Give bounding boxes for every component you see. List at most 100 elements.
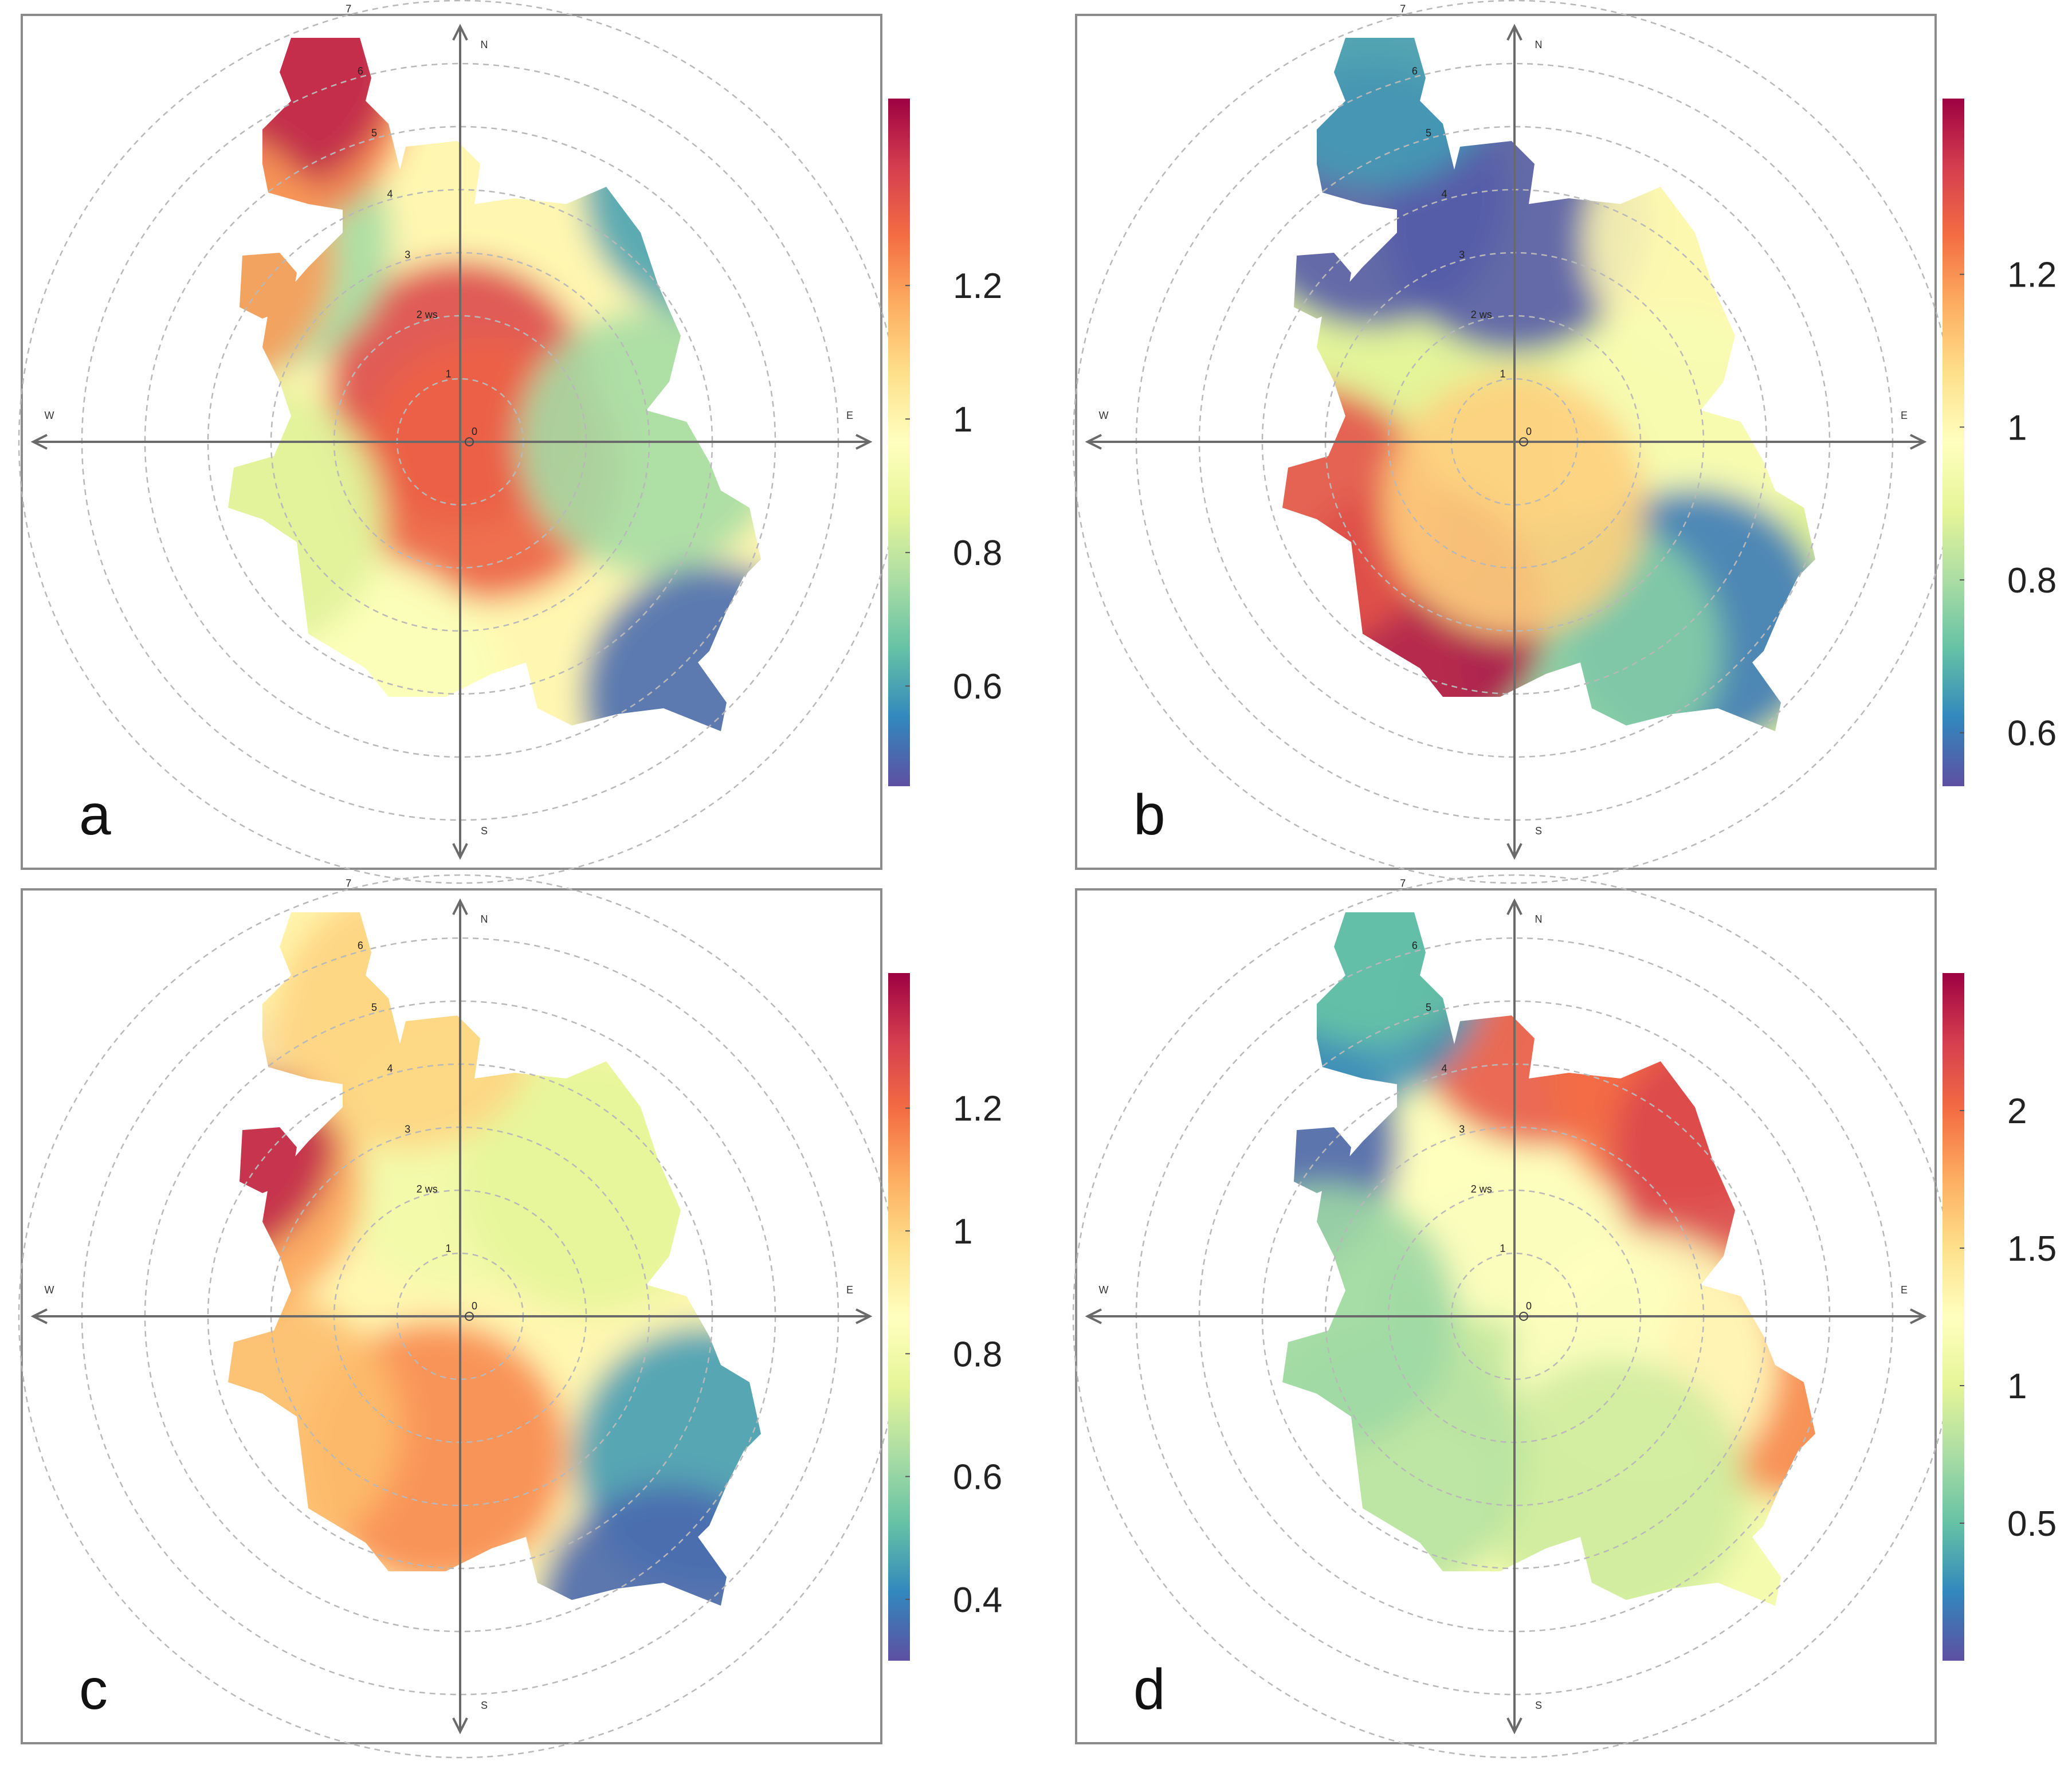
ring-label: 7: [346, 3, 351, 15]
axis-arrow: [1506, 23, 1522, 41]
colorbar-tick-label: 1.2: [2007, 256, 2057, 295]
ring-label: 2 ws: [1471, 1183, 1492, 1195]
axis-arrow: [1506, 843, 1522, 860]
colorbar-tick-label: 0.8: [953, 1335, 1002, 1374]
ring-label: 7: [1400, 878, 1406, 889]
ring-label: 4: [387, 1063, 393, 1074]
center-label: 0: [472, 1300, 477, 1312]
center-label: 0: [472, 426, 477, 437]
panel-label: a: [79, 783, 111, 847]
colorbar-tick-label: 1: [953, 400, 972, 440]
axis-arrow: [452, 23, 468, 41]
ring-label: 2 ws: [417, 309, 438, 320]
axis-arrow: [1910, 1308, 1927, 1324]
colorbar-tick-label: 1.2: [953, 266, 1002, 306]
direction-label: W: [1099, 410, 1109, 421]
center-marker: [465, 437, 474, 446]
colorbar-tick-label: 1.5: [2007, 1229, 2057, 1269]
direction-label: E: [846, 1284, 853, 1296]
direction-label: E: [846, 410, 853, 421]
ring-label: 7: [1400, 3, 1406, 15]
colorbar-tick-label: 0.5: [2007, 1504, 2057, 1544]
polar-axes: [30, 23, 873, 860]
direction-label: E: [1901, 1284, 1908, 1296]
colorbar-tick-label: 0.4: [953, 1580, 1002, 1620]
direction-label: S: [1535, 825, 1542, 837]
colorbar-tick-label: 0.6: [953, 667, 1002, 707]
colorbar-tick-label: 1: [2007, 408, 2027, 448]
axis-arrow: [856, 1308, 873, 1324]
axis-arrow: [30, 434, 48, 450]
ring-label: 2 ws: [417, 1183, 438, 1195]
colorbar-tick-label: 0.8: [953, 534, 1002, 573]
ring-label: 4: [387, 189, 393, 200]
direction-label: N: [1535, 913, 1543, 925]
colorbar-tick-label: 0.6: [2007, 714, 2057, 754]
polar-axes: [1085, 898, 1927, 1735]
ring-label: 3: [1459, 1124, 1465, 1135]
colorbar-tick-label: 0.6: [953, 1458, 1002, 1497]
axis-arrow: [1506, 1717, 1522, 1735]
direction-label: S: [481, 825, 488, 837]
direction-label: N: [481, 913, 488, 925]
panel-label: c: [79, 1657, 108, 1721]
colorbar-tick-label: 0.8: [2007, 561, 2057, 601]
ring-label: 2 ws: [1471, 309, 1492, 320]
heat-blob: [582, 564, 761, 731]
direction-label: N: [481, 39, 488, 50]
center-label: 0: [1526, 1300, 1532, 1312]
ring-label: 1: [445, 368, 451, 380]
ring-label: 6: [358, 65, 363, 77]
ring-label: 3: [1459, 249, 1465, 261]
panel-c: N E S W 1 2 ws 3 4 5 6 7 0 c 0.4 0.6 0.8 1 1.2: [18, 874, 1002, 1759]
colorbar-tick-label: 1.2: [953, 1089, 1002, 1129]
colorbar: [888, 99, 910, 786]
ring-label: 6: [1412, 65, 1418, 77]
ring-label: 5: [371, 1002, 377, 1013]
ring-label: 3: [405, 249, 410, 261]
ring-label: 5: [1426, 1002, 1431, 1013]
panel-label: b: [1133, 783, 1166, 847]
axis-arrow: [452, 898, 468, 915]
ring-label: 7: [346, 878, 351, 889]
ring-label: 4: [1441, 1063, 1447, 1074]
colorbar: [888, 973, 910, 1661]
ring-label: 1: [1500, 1243, 1505, 1254]
axis-arrow: [30, 1308, 48, 1324]
ring-label: 1: [445, 1243, 451, 1254]
panel-label: d: [1133, 1657, 1166, 1721]
direction-label: W: [45, 410, 54, 421]
polar-axes: [30, 898, 873, 1735]
axis-arrow: [452, 843, 468, 860]
center-label: 0: [1526, 426, 1532, 437]
ring-label: 5: [1426, 127, 1431, 139]
center-marker: [465, 1312, 474, 1321]
direction-label: E: [1901, 410, 1908, 421]
axis-arrow: [1506, 898, 1522, 915]
colorbar-tick-label: 1: [953, 1212, 972, 1252]
colorbar: [1942, 99, 1964, 786]
ring-label: 6: [1412, 940, 1418, 951]
colorbar-tick-label: 2: [2007, 1092, 2027, 1131]
axis-arrow: [1910, 434, 1927, 450]
ring-label: 3: [405, 1124, 410, 1135]
ring-label: 6: [358, 940, 363, 951]
direction-label: S: [481, 1700, 488, 1711]
axis-arrow: [452, 1717, 468, 1735]
ring-label: 5: [371, 127, 377, 139]
axis-arrow: [856, 434, 873, 450]
direction-label: N: [1535, 39, 1543, 50]
center-marker: [1519, 1312, 1528, 1321]
panel-b: N E S W 1 2 ws 3 4 5 6 7 0 b 0.6 0.8 1 1.2: [1072, 0, 2057, 884]
direction-label: S: [1535, 1700, 1542, 1711]
panel-d: N E S W 1 2 ws 3 4 5 6 7 0 d 0.5 1 1.5 2: [1072, 874, 2057, 1759]
polar-axes: [1085, 23, 1927, 860]
direction-label: W: [45, 1284, 54, 1296]
colorbar: [1942, 973, 1964, 1661]
ring-label: 1: [1500, 368, 1505, 380]
axis-arrow: [1085, 1308, 1102, 1324]
ring-label: 4: [1441, 189, 1447, 200]
center-marker: [1519, 437, 1528, 446]
panel-a: N E S W 1 2 ws 3 4 5 6 7 0 a 0.6 0.8 1 1.2: [18, 0, 1002, 884]
